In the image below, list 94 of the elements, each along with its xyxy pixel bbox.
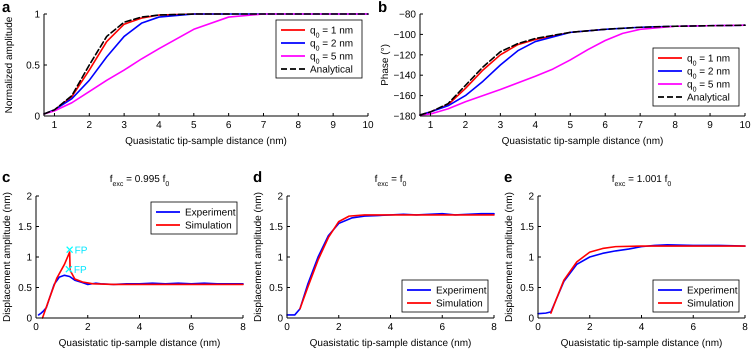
legend-label: q$_{0}$ = 2 nm [310, 38, 354, 52]
x-tick-label: 4 [388, 322, 394, 333]
legend-label: Simulation [687, 298, 734, 310]
x-tick-label: 6 [602, 120, 608, 131]
x-tick-label: 8 [240, 322, 246, 333]
x-tick-label: 1 [428, 120, 434, 131]
y-tick-label: 0.5 [520, 283, 534, 294]
annotation: FP [74, 246, 88, 257]
x-tick-label: 6 [690, 322, 696, 333]
y-tick-label: 0.5 [18, 283, 32, 294]
text: e [504, 169, 512, 186]
x-tick-label: 8 [491, 322, 498, 333]
x-tick-label: 2 [86, 120, 93, 131]
legend-label: Simulation [185, 220, 232, 232]
y-tick-label: 2 [528, 192, 534, 202]
chart-title: f$_{exc}$ = f$_{0}$ [374, 174, 406, 188]
y-tick-label: −160 [393, 91, 416, 102]
y-tick-label: −180 [393, 112, 416, 122]
y-tick-label: −80 [399, 10, 416, 20]
x-tick-label: 2 [462, 120, 469, 131]
x-tick-label: 7 [637, 120, 644, 131]
y-tick-label: 0 [26, 314, 32, 324]
y-tick-label: 1.5 [520, 222, 534, 233]
y-axis-title: Normalized amplitude [4, 16, 15, 114]
y-tick-label: 1 [26, 252, 32, 264]
x-tick-label: 10 [739, 120, 751, 131]
x-tick-label: 8 [672, 120, 678, 131]
x-tick-label: 5 [191, 120, 198, 131]
x-tick-label: 3 [121, 120, 128, 131]
x-tick-label: 4 [638, 322, 645, 333]
y-axis-title: Displacement amplitude (nm) [253, 192, 264, 322]
y-axis-title: Displacement amplitude (nm) [2, 192, 13, 322]
legend-label: Analytical [310, 64, 353, 76]
legend-label: q$_{0}$ = 5 nm [310, 52, 354, 65]
x-tick-label: 0 [284, 322, 290, 333]
text: d [253, 169, 262, 186]
x-tick-label: 6 [439, 322, 446, 333]
legend-label: q$_{0}$ = 5 nm [687, 80, 730, 93]
y-tick-label: 0.5 [269, 283, 284, 294]
x-axis-title: Quasistatic tip-sample distance (nm) [58, 338, 220, 349]
y-tick-label: 1 [34, 10, 40, 20]
y-tick-label: 0.5 [26, 60, 40, 72]
x-axis-title: Quasistatic tip-sample distance (nm) [502, 136, 664, 147]
chart-title: f$_{exc}$ = 0.995 f$_{0}$ [110, 174, 170, 188]
annotation: FP [74, 265, 87, 276]
x-axis-title: Quasistatic tip-sample distance (nm) [125, 136, 287, 147]
y-tick-label: 1.5 [18, 222, 32, 233]
y-axis-title: Displacement amplitude (nm) [504, 192, 515, 322]
text: c [2, 169, 10, 186]
legend-label: Experiment [436, 286, 487, 296]
x-tick-label: 2 [84, 322, 91, 333]
legend-label: Analytical [687, 92, 730, 104]
x-tick-label: 4 [136, 322, 143, 333]
x-axis-title: Quasistatic tip-sample distance (nm) [310, 338, 472, 349]
y-tick-label: 0 [34, 112, 40, 122]
line-series [43, 13, 369, 115]
x-tick-label: 10 [362, 120, 374, 131]
legend-label: Experiment [185, 208, 236, 218]
legend-label: q$_{0}$ = 1 nm [310, 26, 354, 39]
x-axis-title: Quasistatic tip-sample distance (nm) [560, 338, 722, 349]
y-tick-label: 2 [26, 192, 32, 202]
x-tick-label: 5 [567, 120, 574, 131]
x-tick-label: 8 [296, 120, 302, 131]
x-tick-label: 8 [742, 322, 748, 333]
x-tick-label: 9 [330, 120, 336, 131]
y-tick-label: 0 [528, 314, 534, 324]
legend-label: Simulation [436, 298, 483, 310]
y-tick-label: −140 [393, 70, 416, 82]
x-tick-label: 6 [226, 120, 232, 131]
chart-title: f$_{exc}$ = 1.001 f$_{0}$ [612, 174, 672, 188]
y-axis-title: Phase (°) [380, 44, 391, 86]
x-tick-label: 2 [336, 322, 342, 333]
x-tick-label: 0 [535, 322, 542, 333]
line-series [38, 274, 244, 316]
x-tick-label: 2 [586, 322, 593, 333]
y-tick-label: 1 [277, 252, 284, 264]
text: b [378, 0, 388, 16]
legend-label: q$_{0}$ = 2 nm [687, 66, 730, 80]
y-tick-label: 0 [277, 314, 284, 324]
text: a [2, 0, 11, 16]
legend-label: q$_{0}$ = 1 nm [687, 54, 730, 67]
x-tick-label: 1 [52, 120, 58, 131]
x-tick-label: 3 [498, 120, 504, 131]
x-tick-label: 9 [707, 120, 714, 131]
x-tick-label: 4 [156, 120, 162, 131]
legend-label: Experiment [687, 286, 738, 296]
x-tick-label: 4 [532, 120, 539, 131]
x-tick-label: 6 [188, 322, 194, 333]
y-tick-label: 1.5 [269, 222, 284, 233]
y-tick-label: 1 [528, 252, 534, 264]
y-tick-label: −120 [393, 50, 416, 62]
y-tick-label: −100 [393, 30, 416, 41]
y-tick-label: 2 [277, 192, 284, 202]
x-tick-label: 7 [260, 120, 267, 131]
